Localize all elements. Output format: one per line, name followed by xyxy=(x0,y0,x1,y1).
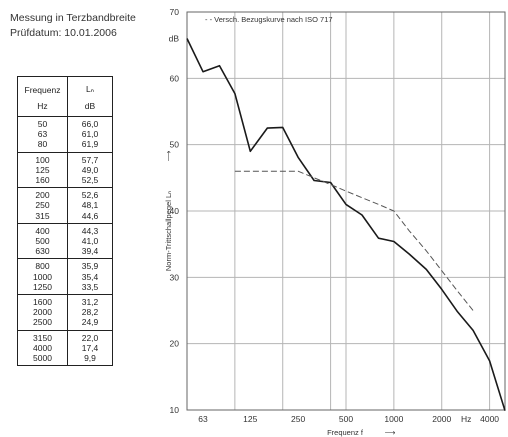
level-cell: 24,9 xyxy=(67,317,113,331)
x-tick-label: 500 xyxy=(339,414,353,424)
level-cell: 61,0 xyxy=(67,129,113,140)
level-cell: 31,2 xyxy=(67,294,113,308)
level-cell: 28,2 xyxy=(67,307,113,318)
table-row: 315 44,6 xyxy=(17,210,113,224)
y-unit-label: dB xyxy=(169,34,180,44)
x-axis-arrow: ⟶ xyxy=(385,428,397,437)
x-axis-label: Frequenz f xyxy=(327,428,364,437)
legend-entry: - - Versch. Bezugskurve nach ISO 717 xyxy=(205,15,333,24)
level-cell: 49,0 xyxy=(67,164,113,176)
level-cell: 44,6 xyxy=(67,210,113,224)
level-cell: 22,0 xyxy=(67,329,113,343)
x-unit-label: Hz xyxy=(461,414,471,424)
table-row: 250 48,1 xyxy=(17,200,113,211)
x-tick-label: 4000 xyxy=(480,414,499,424)
table-row: 1000 35,4 xyxy=(17,271,113,282)
x-tick-label: 1000 xyxy=(384,414,403,424)
table-row: 63 61,0 xyxy=(17,129,113,140)
table-row: 3150 22,0 xyxy=(17,329,113,343)
y-tick-label: 30 xyxy=(170,272,180,282)
measured-curve-line xyxy=(186,38,506,411)
table-row: 200 52,6 xyxy=(17,187,113,201)
level-cell: 48,1 xyxy=(67,200,113,211)
y-tick-label: 50 xyxy=(170,140,180,150)
table-row: 160 52,5 xyxy=(17,175,113,188)
table-row: 50 66,0 xyxy=(17,116,113,130)
test-date: Prüfdatum: 10.01.2006 xyxy=(10,27,117,39)
level-cell: 9,9 xyxy=(67,353,113,367)
level-cell: 52,6 xyxy=(67,187,113,201)
x-tick-label: 2000 xyxy=(432,414,451,424)
level-header: Lₙ xyxy=(67,76,113,96)
table-body: 50 66,0 63 61,0 80 61,9 100 57,7 125 49,0 160 52,5 2… xyxy=(17,116,113,367)
y-tick-label: 10 xyxy=(170,405,180,415)
table-row: 500 41,0 xyxy=(17,236,113,247)
table-row: 2500 24,9 xyxy=(17,317,113,331)
level-cell: 52,5 xyxy=(67,175,113,188)
y-tick-label: 40 xyxy=(170,206,180,216)
table-row: 125 49,0 xyxy=(17,164,113,176)
level-cell: 39,4 xyxy=(67,246,113,259)
x-tick-label: 125 xyxy=(243,414,257,424)
y-axis-arrow: ⟶ xyxy=(164,149,173,161)
level-cell: 33,5 xyxy=(67,281,113,295)
level-cell: 66,0 xyxy=(67,116,113,130)
table-row: 1250 33,5 xyxy=(17,281,113,295)
level-cell: 61,9 xyxy=(67,139,113,153)
table-row: 5000 9,9 xyxy=(17,353,113,367)
y-tick-label: 20 xyxy=(170,339,180,349)
frequency-table: Frequenz Lₙ Hz dB 50 66,0 63 61,0 80 61,9 100 5… xyxy=(17,76,113,367)
y-tick-label: 70 xyxy=(170,7,180,17)
level-cell: 35,9 xyxy=(67,258,113,272)
level-cell: 35,4 xyxy=(67,271,113,282)
level-cell: 57,7 xyxy=(67,151,113,165)
table-row: 100 57,7 xyxy=(17,151,113,165)
y-axis-label: Norm-Trittschallpegel Lₙ xyxy=(164,191,173,271)
page-title: Messung in Terzbandbreite xyxy=(10,12,136,24)
x-tick-label: 63 xyxy=(198,414,208,424)
y-tick-label: 60 xyxy=(170,73,180,83)
table-row: 2000 28,2 xyxy=(17,307,113,318)
reference-curve-line xyxy=(234,170,474,311)
level-cell: 41,0 xyxy=(67,236,113,247)
x-tick-label: 250 xyxy=(291,414,305,424)
table-row: 400 44,3 xyxy=(17,222,113,237)
table-row: 630 39,4 xyxy=(17,246,113,259)
plot-frame xyxy=(186,11,506,411)
level-cell: 17,4 xyxy=(67,342,113,354)
level-cell: 44,3 xyxy=(67,222,113,237)
table-row: 1600 31,2 xyxy=(17,294,113,308)
table-row: 80 61,9 xyxy=(17,139,113,153)
table-row: 4000 17,4 xyxy=(17,342,113,354)
table-row: 800 35,9 xyxy=(17,258,113,272)
